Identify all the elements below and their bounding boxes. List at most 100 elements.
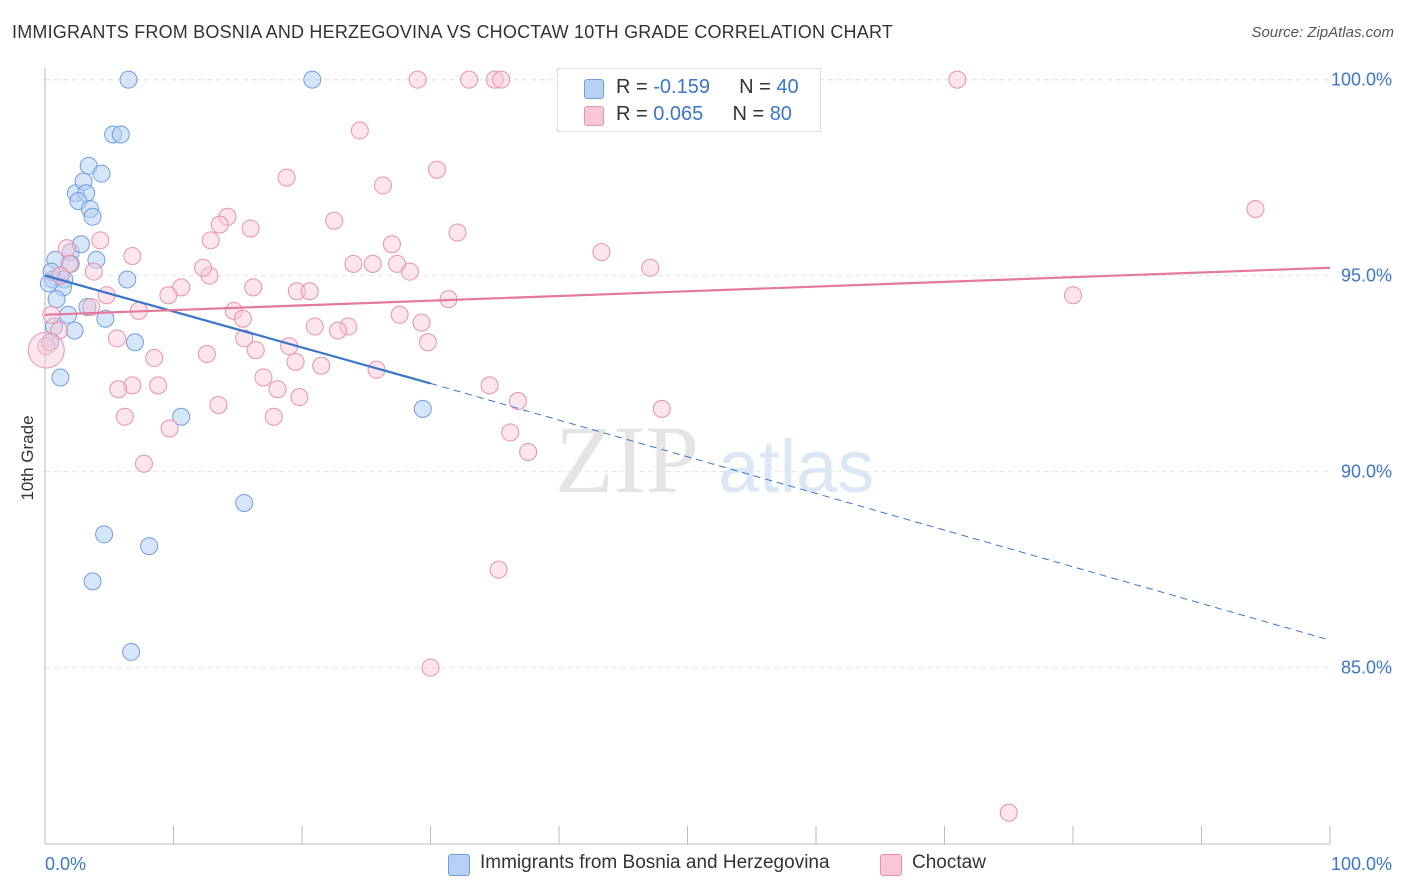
choctaw-point — [382, 235, 401, 254]
watermark-atlas: atlas — [718, 425, 874, 508]
r-label: R = — [616, 103, 648, 125]
choctaw-point — [84, 262, 103, 281]
choctaw-point — [145, 348, 164, 367]
bosnia-point — [87, 250, 106, 269]
choctaw-point — [339, 317, 358, 336]
y-axis-label: 10th Grade — [18, 415, 37, 500]
choctaw-trend-line — [44, 266, 1331, 316]
stats-legend: R = -0.159 N = 40 R = 0.065 N = 80 — [557, 68, 821, 132]
choctaw-point — [123, 247, 142, 265]
choctaw-point — [235, 329, 254, 348]
choctaw-point — [37, 337, 56, 356]
choctaw-point — [948, 70, 967, 89]
choctaw-point — [641, 258, 660, 277]
bosnia-point — [125, 333, 144, 352]
bosnia-trend-line — [44, 274, 431, 385]
choctaw-point — [268, 380, 287, 399]
bosnia-r-value: -0.159 — [653, 76, 710, 98]
source-label: Source: ZipAtlas.com — [1251, 24, 1394, 41]
choctaw-point — [197, 345, 216, 363]
bosnia-point — [122, 642, 141, 661]
choctaw-point — [519, 443, 538, 461]
choctaw-point — [408, 70, 427, 89]
choctaw-point — [421, 658, 440, 677]
legend-bosnia-swatch — [448, 854, 470, 876]
legend-bosnia-label: Immigrants from Bosnia and Herzegovina — [480, 852, 830, 873]
legend-choctaw-label: Choctaw — [912, 852, 986, 873]
choctaw-point — [427, 160, 446, 179]
choctaw-point — [264, 407, 283, 426]
choctaw-point — [160, 419, 179, 438]
choctaw-point — [390, 305, 409, 324]
choctaw-point — [418, 333, 437, 352]
bosnia-point — [65, 321, 84, 340]
grid-lines — [45, 79, 1330, 669]
bosnia-point — [96, 309, 115, 328]
chart-title: IMMIGRANTS FROM BOSNIA AND HERZEGOVINA V… — [12, 22, 894, 42]
choctaw-point — [480, 376, 499, 395]
choctaw-point — [325, 211, 344, 230]
bosnia-point — [172, 407, 191, 426]
choctaw-point — [134, 454, 153, 473]
bosnia-point — [140, 537, 159, 556]
choctaw-r-value: 0.065 — [653, 103, 704, 125]
y-tick-label: 85.0% — [1341, 658, 1392, 678]
choctaw-point — [241, 219, 260, 238]
choctaw-point — [448, 223, 467, 242]
choctaw-point — [350, 121, 369, 140]
bosnia-point — [95, 525, 114, 544]
choctaw-point — [501, 423, 520, 442]
r-label: R = — [616, 76, 648, 98]
bosnia-point — [413, 399, 432, 418]
bosnia-point — [47, 290, 66, 309]
choctaw-point — [373, 176, 392, 195]
choctaw-point — [460, 70, 479, 89]
bosnia-point — [51, 368, 70, 387]
choctaw-point — [999, 803, 1018, 822]
x-tick-label-min: 0.0% — [45, 854, 86, 874]
choctaw-point — [149, 376, 168, 395]
choctaw-point — [492, 70, 511, 89]
choctaw-point — [300, 282, 319, 301]
y-tick-label: 95.0% — [1341, 266, 1392, 286]
choctaw-point — [287, 282, 306, 301]
choctaw-point — [159, 286, 178, 305]
axes — [44, 68, 1331, 845]
choctaw-point — [328, 321, 347, 340]
choctaw-point — [209, 395, 228, 414]
x-tick-label-max: 100.0% — [1331, 854, 1392, 874]
choctaw-point — [305, 317, 324, 336]
choctaw-point — [115, 407, 134, 426]
choctaw-point — [652, 399, 671, 418]
choctaw-point — [290, 388, 309, 407]
choctaw-point — [412, 313, 431, 332]
bosnia-point — [83, 207, 102, 226]
choctaw-point — [82, 297, 101, 316]
choctaw-point — [210, 215, 229, 234]
choctaw-point — [107, 329, 126, 348]
choctaw-point — [344, 254, 363, 273]
bosnia-point — [235, 493, 254, 512]
y-tick-label: 90.0% — [1341, 462, 1392, 482]
choctaw-point-large — [27, 331, 65, 369]
bosnia-n-value: 40 — [776, 76, 799, 98]
choctaw-point — [246, 341, 265, 360]
bosnia-point — [83, 572, 102, 591]
bosnia-point — [303, 70, 322, 89]
choctaw-point — [57, 239, 76, 258]
bosnia-point — [111, 125, 130, 144]
watermark-zip: ZIP — [555, 406, 699, 513]
choctaw-point — [363, 254, 382, 273]
tick-labels: 85.0% 90.0% 95.0% 100.0% 0.0% 100.0% — [45, 70, 1392, 874]
choctaw-point — [508, 392, 527, 411]
choctaw-swatch — [584, 106, 604, 126]
bosnia-point — [78, 297, 97, 316]
bosnia-point — [119, 70, 138, 89]
choctaw-point — [592, 243, 611, 262]
y-tick-label: 100.0% — [1331, 70, 1392, 90]
bosnia-point — [71, 235, 90, 254]
choctaw-point — [1064, 286, 1082, 305]
series-bosnia-points — [39, 70, 432, 661]
choctaw-point — [201, 231, 220, 250]
